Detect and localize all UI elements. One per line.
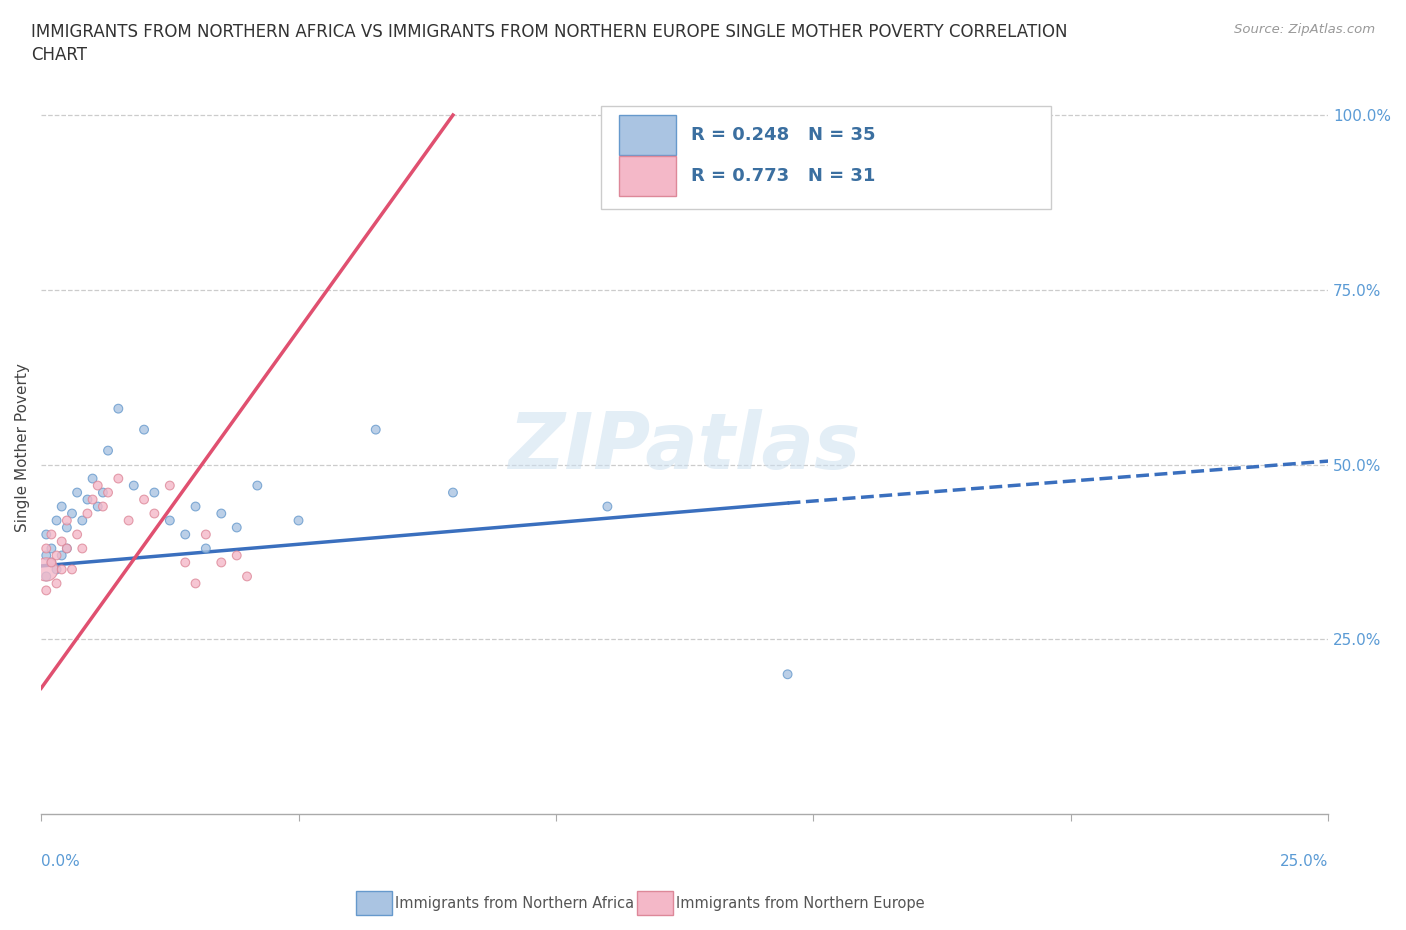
Point <box>45 548 67 563</box>
Point <box>45 562 67 577</box>
Point <box>41 555 63 570</box>
Point <box>132 422 155 437</box>
Point <box>56 520 79 535</box>
Point <box>287 513 309 528</box>
Point <box>117 513 139 528</box>
Point <box>174 555 197 570</box>
Point <box>209 506 232 521</box>
Point <box>596 499 619 514</box>
Point <box>776 667 799 682</box>
Point <box>60 562 83 577</box>
Point <box>97 485 120 500</box>
Point <box>72 513 94 528</box>
Point <box>143 506 166 521</box>
Text: Immigrants from Northern Europe: Immigrants from Northern Europe <box>676 896 925 910</box>
Point <box>51 534 73 549</box>
Point <box>107 472 129 486</box>
Point <box>236 569 259 584</box>
Point <box>76 506 98 521</box>
Point <box>56 513 79 528</box>
Text: ZIPatlas: ZIPatlas <box>509 409 860 485</box>
Point <box>246 478 269 493</box>
Text: Source: ZipAtlas.com: Source: ZipAtlas.com <box>1234 23 1375 36</box>
Point <box>41 555 63 570</box>
Text: 0.0%: 0.0% <box>41 855 80 870</box>
Point <box>82 492 104 507</box>
Point <box>87 499 110 514</box>
Point <box>225 548 247 563</box>
Point <box>159 513 181 528</box>
Text: Immigrants from Northern Africa: Immigrants from Northern Africa <box>395 896 634 910</box>
Point <box>51 562 73 577</box>
Point <box>159 478 181 493</box>
Point <box>87 478 110 493</box>
Point <box>174 527 197 542</box>
FancyBboxPatch shape <box>619 156 676 195</box>
Point <box>45 513 67 528</box>
Point <box>91 485 114 500</box>
Point <box>364 422 387 437</box>
FancyBboxPatch shape <box>619 115 676 154</box>
Point <box>76 492 98 507</box>
Point <box>194 541 217 556</box>
Point <box>51 548 73 563</box>
Y-axis label: Single Mother Poverty: Single Mother Poverty <box>15 363 30 532</box>
Point <box>107 401 129 416</box>
Point <box>60 506 83 521</box>
Point <box>194 527 217 542</box>
Point <box>41 527 63 542</box>
Point <box>66 527 89 542</box>
Point <box>82 472 104 486</box>
Point <box>35 562 58 577</box>
Point <box>41 541 63 556</box>
Text: CHART: CHART <box>31 46 87 64</box>
Point <box>441 485 464 500</box>
Point <box>45 576 67 591</box>
Point <box>35 569 58 584</box>
Point <box>35 527 58 542</box>
Point <box>132 492 155 507</box>
Point <box>72 541 94 556</box>
Point <box>51 499 73 514</box>
Point <box>56 541 79 556</box>
Point <box>184 499 207 514</box>
Point <box>66 485 89 500</box>
Point <box>97 444 120 458</box>
Text: R = 0.248   N = 35: R = 0.248 N = 35 <box>692 126 876 144</box>
Point <box>184 576 207 591</box>
Point <box>35 583 58 598</box>
Point <box>1008 108 1031 123</box>
Point <box>122 478 145 493</box>
Point <box>56 541 79 556</box>
Text: 25.0%: 25.0% <box>1279 855 1329 870</box>
Point <box>35 548 58 563</box>
Point <box>143 485 166 500</box>
Point <box>35 541 58 556</box>
Text: R = 0.773   N = 31: R = 0.773 N = 31 <box>692 166 876 185</box>
FancyBboxPatch shape <box>600 106 1052 208</box>
Text: IMMIGRANTS FROM NORTHERN AFRICA VS IMMIGRANTS FROM NORTHERN EUROPE SINGLE MOTHER: IMMIGRANTS FROM NORTHERN AFRICA VS IMMIG… <box>31 23 1067 41</box>
Point <box>91 499 114 514</box>
Point <box>225 520 247 535</box>
Point <box>209 555 232 570</box>
